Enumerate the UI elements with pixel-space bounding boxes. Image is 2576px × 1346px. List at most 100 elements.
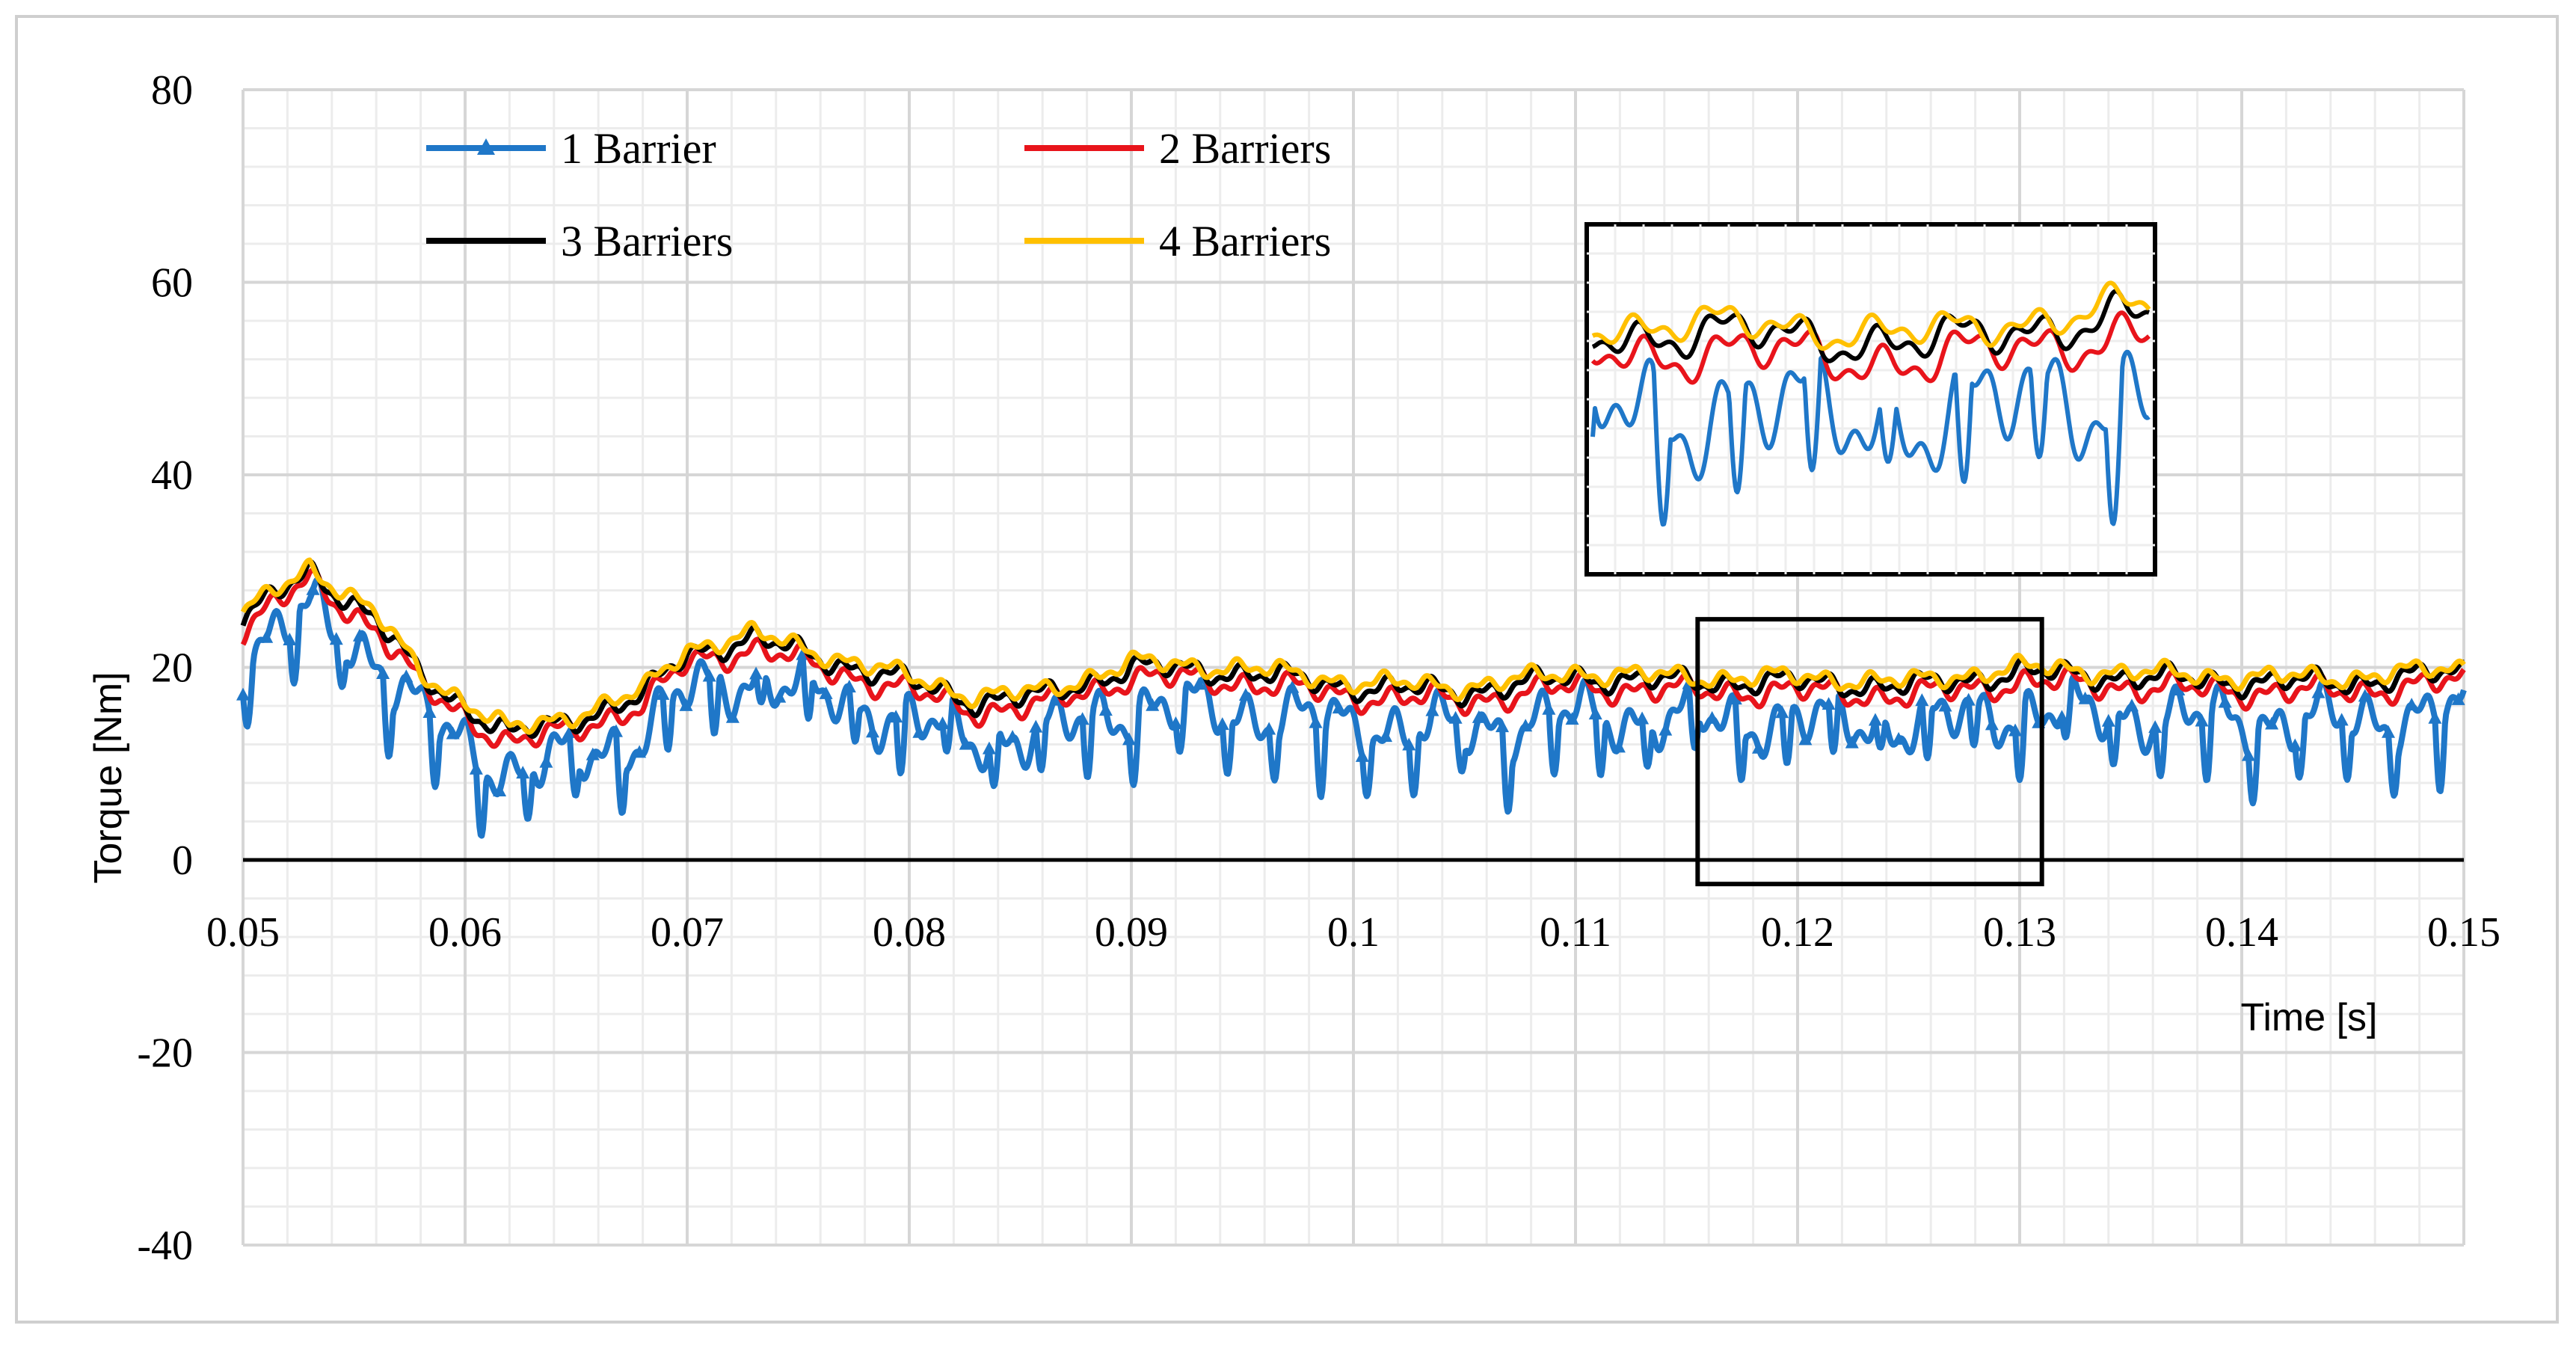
series-1-marker (539, 755, 553, 768)
series-1-marker (1822, 697, 1836, 710)
series-1-marker (1472, 710, 1486, 723)
series-line-4 (240, 557, 2466, 735)
legend-label-4: 4 Barriers (1159, 217, 1331, 265)
series-1-marker (236, 687, 250, 701)
series-1-marker (446, 726, 460, 740)
series-1-marker (1448, 710, 1463, 724)
series-1-marker (1985, 717, 1999, 731)
x-tick-label: 0.09 (1095, 909, 1168, 956)
series-1-marker (1192, 677, 1206, 690)
series-1-marker (2124, 698, 2139, 712)
x-axis-title: Time [s] (2241, 996, 2378, 1039)
series-1-marker (2241, 748, 2255, 761)
series-1-marker (1728, 692, 1742, 705)
series-1-marker (2218, 695, 2232, 708)
series-1-marker (1659, 722, 1673, 736)
series-1-marker (2101, 713, 2115, 727)
series-1-marker (1845, 735, 1859, 749)
y-tick-label: -40 (137, 1223, 193, 1269)
series-1-marker (1215, 717, 1229, 731)
series-1-marker (352, 628, 366, 642)
series-1-marker (982, 741, 996, 755)
series-1-marker (1961, 692, 1976, 706)
series-1-marker (656, 686, 670, 700)
series-1-marker (1122, 732, 1137, 746)
series-1-marker (1379, 729, 1393, 743)
series-1-marker (1029, 719, 1043, 733)
legend-label-2: 2 Barriers (1159, 124, 1331, 173)
series-1-marker (1798, 732, 1813, 746)
inset-series-4 (1591, 280, 2151, 351)
x-tick-label: 0.11 (1540, 909, 1611, 956)
series-1-marker (2311, 685, 2326, 698)
series-1-marker (1262, 722, 1276, 735)
series-1-marker (399, 669, 414, 683)
series-1-marker (1006, 730, 1020, 743)
y-tick-label: 20 (151, 645, 193, 692)
series-1-marker (2358, 689, 2372, 702)
x-tick-label: 0.06 (428, 909, 502, 956)
series-1-marker (2078, 691, 2092, 704)
series-1-marker (1169, 716, 1183, 730)
x-tick-label: 0.08 (873, 909, 946, 956)
series-1-marker (865, 725, 879, 738)
series-1-marker (2148, 720, 2162, 734)
series-1-marker (376, 666, 390, 679)
series-1-marker (772, 689, 787, 703)
series-1-marker (1868, 713, 1882, 726)
legend-label-1: 1 Barrier (561, 124, 716, 173)
series-1-marker (749, 666, 763, 680)
series-1-marker (516, 766, 530, 779)
series-1-marker (1146, 698, 1160, 711)
series-1-marker (1705, 710, 1719, 724)
series-1-marker (2171, 682, 2186, 695)
series-1-marker (329, 632, 343, 645)
series-1-marker (1495, 719, 1509, 733)
y-axis-title: Torque [Nm] (87, 672, 130, 883)
legend-marker-1 (477, 138, 495, 155)
y-tick-label: 80 (151, 67, 193, 114)
series-1-marker (2405, 698, 2419, 711)
series-1-marker (1075, 712, 1089, 725)
series-1-marker (2265, 716, 2279, 730)
series-1-marker (1542, 701, 1556, 715)
series-1-marker (1309, 715, 1323, 728)
x-tick-label: 0.14 (2205, 909, 2278, 956)
series-1-marker (842, 679, 856, 692)
legend-label-3: 3 Barriers (561, 217, 733, 265)
y-tick-label: -20 (137, 1030, 193, 1077)
series-1-marker (585, 747, 600, 760)
series-1-marker (1238, 688, 1252, 701)
series-line-1 (240, 576, 2467, 839)
series-1-marker (725, 710, 740, 723)
x-tick-label: 0.12 (1761, 909, 1834, 956)
series-1-marker (1285, 680, 1300, 693)
series-1-marker (2382, 725, 2396, 738)
series-1-marker (819, 686, 833, 699)
series-1-marker (609, 724, 623, 737)
series-1-marker (259, 630, 274, 643)
series-1-marker (2334, 713, 2349, 726)
series-1-marker (1565, 712, 1579, 725)
series-1-marker (633, 745, 647, 758)
series-1-marker (306, 582, 320, 595)
series-1-marker (912, 725, 926, 738)
series-1-marker (679, 698, 693, 711)
series-1-marker (1938, 698, 1952, 712)
x-tick-label: 0.1 (1327, 909, 1380, 956)
series-1-marker (1635, 711, 1650, 725)
series-1-marker (1332, 701, 1346, 714)
x-tick-label: 0.07 (651, 909, 724, 956)
series-1-marker (702, 669, 716, 682)
series-1-marker (2055, 710, 2069, 723)
series-1-marker (1519, 719, 1533, 732)
series-1-marker (1915, 693, 1929, 707)
y-tick-label: 0 (172, 838, 193, 884)
series-1-marker (959, 737, 973, 750)
x-tick-label: 0.13 (1983, 909, 2056, 956)
series-1-marker (889, 710, 903, 723)
series-1-marker (1752, 740, 1766, 754)
series-1-marker (2195, 713, 2209, 727)
series-1-marker (1402, 737, 1416, 751)
